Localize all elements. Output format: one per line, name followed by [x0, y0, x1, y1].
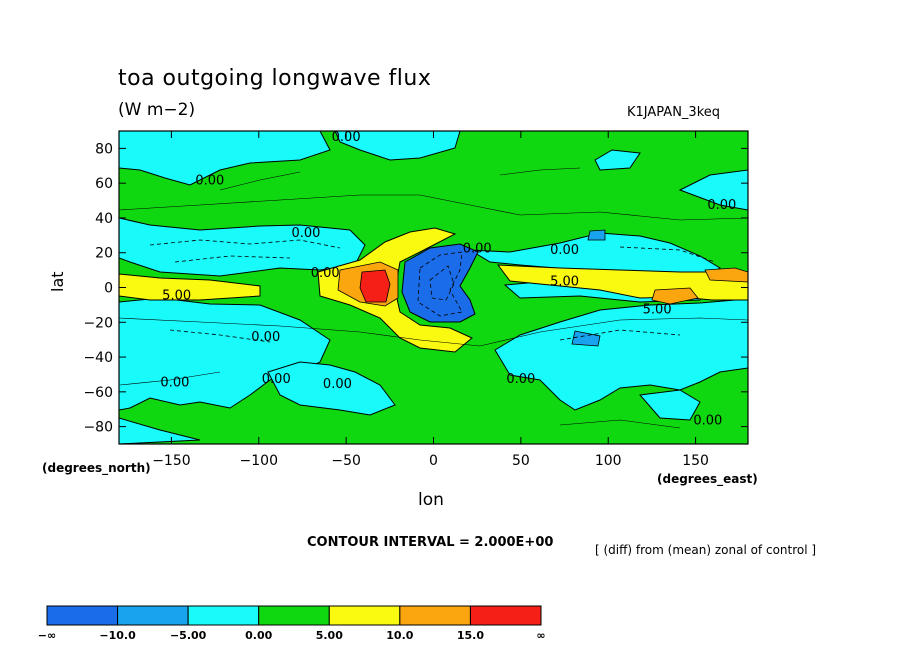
colorbar-label: 15.0 — [457, 629, 484, 642]
colorbar-label: −5.00 — [170, 629, 207, 642]
chart-units: (W m−2) — [118, 100, 196, 120]
contour-interval: CONTOUR INTERVAL = 2.000E+00 — [307, 535, 554, 550]
colorbar-swatch — [469, 605, 542, 626]
contour-label: 0.00 — [707, 198, 736, 213]
y-tick-label: 0 — [104, 281, 113, 297]
colorbar-label: 0.00 — [245, 629, 272, 642]
y-tick-label: −80 — [83, 420, 113, 436]
colorbar-swatch — [117, 605, 189, 626]
x-tick-label: 50 — [512, 453, 530, 469]
x-tick-label: 100 — [595, 453, 622, 469]
contour-label: 0.00 — [195, 174, 224, 189]
colorbar-swatch — [187, 605, 260, 626]
solid-contours — [119, 167, 748, 429]
contour-label: 0.00 — [160, 375, 189, 390]
x-tick-label: −150 — [152, 453, 190, 469]
contour-labels: 0.00 0.00 0.00 0.00 0.00 0.00 0.00 5.00 5.00 5.00… — [160, 130, 736, 428]
x-tick-label: 150 — [682, 453, 709, 469]
deep-negative-region — [401, 243, 479, 323]
chart-title: toa outgoing longwave flux — [118, 66, 432, 91]
x-axis-label: lon — [418, 490, 444, 510]
contour-label: 0.00 — [550, 243, 579, 258]
difference-note: [ (diff) from (mean) zonal of control ] — [595, 543, 817, 557]
y-tick-label: −20 — [83, 315, 113, 331]
contour-label: 0.00 — [693, 414, 722, 429]
y-tick-label: 80 — [95, 141, 113, 157]
contour-label: 0.00 — [291, 226, 320, 241]
contour-label: 5.00 — [162, 288, 191, 303]
dashed-contours — [149, 239, 716, 343]
y-tick-label: 40 — [95, 211, 113, 227]
contour-label: 0.00 — [323, 377, 352, 392]
contour-field — [119, 131, 748, 444]
colorbar-label: 10.0 — [386, 629, 413, 642]
contour-label: 0.00 — [463, 242, 492, 257]
y-tick-label: −60 — [83, 385, 113, 401]
colorbar-label: −10.0 — [99, 629, 136, 642]
colorbar: −∞ −10.0 −5.00 0.00 5.00 10.0 15.0 ∞ — [38, 605, 546, 642]
contour-label: 0.00 — [311, 266, 340, 281]
x-tick-label: −50 — [331, 453, 361, 469]
colorbar-swatch — [328, 605, 401, 626]
negative-regions — [119, 131, 748, 444]
colorbar-label: −∞ — [38, 629, 56, 642]
colorbar-swatch — [399, 605, 471, 626]
y-tick-label: 60 — [95, 176, 113, 192]
y-tick-label: −40 — [83, 350, 113, 366]
colorbar-label: ∞ — [536, 629, 545, 642]
x-tick-label: 0 — [429, 453, 438, 469]
negative-10-regions — [571, 229, 606, 347]
y-tick-label: 20 — [95, 246, 113, 262]
axes-ticks: −150 −100 −50 0 50 100 150 80 60 40 20 0 −20 −40 −60 −8… — [83, 131, 748, 469]
x-tick-label: −100 — [240, 453, 278, 469]
x-axis-units: (degrees_east) — [657, 472, 758, 486]
contour-label: 5.00 — [643, 302, 672, 317]
colorbar-swatch — [258, 605, 330, 626]
colorbar-swatch — [46, 605, 119, 626]
positive-15-regions — [359, 269, 391, 303]
run-label: K1JAPAN_3keq — [627, 105, 721, 120]
contour-label: 0.00 — [251, 330, 280, 345]
colorbar-label: 5.00 — [316, 629, 343, 642]
contour-label: 0.00 — [506, 372, 535, 387]
y-axis-units: (degrees_north) — [42, 461, 151, 475]
contour-label: 0.00 — [262, 372, 291, 387]
contour-label: 5.00 — [550, 275, 579, 290]
